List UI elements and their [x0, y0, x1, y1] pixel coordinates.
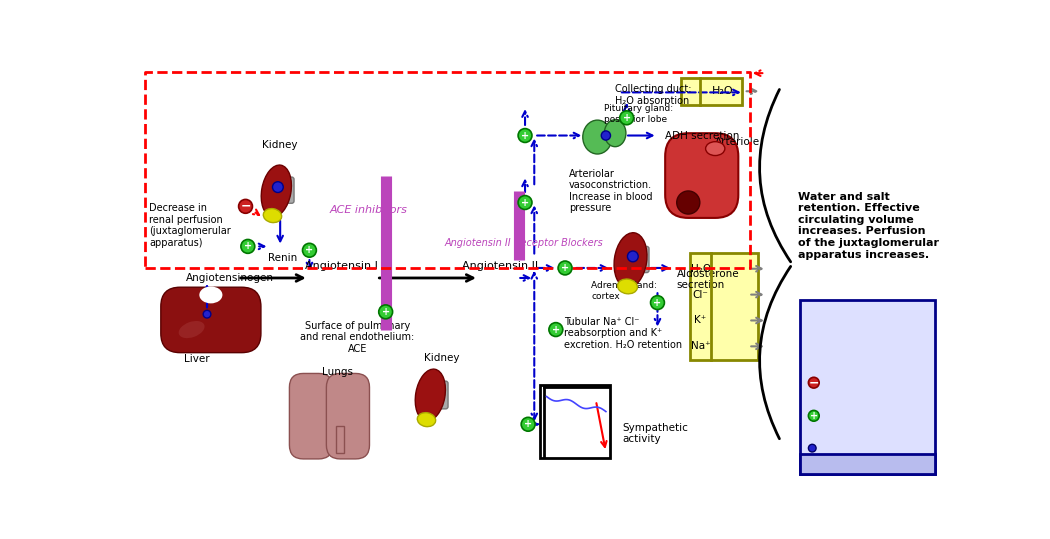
Circle shape [518, 129, 532, 142]
Text: Renin: Renin [268, 253, 297, 263]
Ellipse shape [617, 279, 637, 294]
Text: +: + [244, 241, 252, 251]
Circle shape [518, 196, 532, 210]
Text: +: + [551, 324, 560, 335]
Circle shape [808, 377, 819, 388]
FancyBboxPatch shape [161, 287, 260, 353]
Text: Sympathetic
activity: Sympathetic activity [623, 423, 689, 444]
Ellipse shape [200, 286, 223, 303]
Text: Surface of pulmonary
and renal endothelium:
ACE: Surface of pulmonary and renal endotheli… [300, 321, 415, 354]
Text: +: + [306, 245, 314, 255]
Text: +: + [561, 263, 569, 273]
Circle shape [549, 323, 563, 336]
Text: Adrenal gland:
cortex: Adrenal gland: cortex [591, 281, 657, 301]
FancyBboxPatch shape [690, 253, 758, 361]
Text: Pituitary gland:
posterior lobe: Pituitary gland: posterior lobe [604, 104, 673, 123]
Circle shape [240, 239, 255, 253]
Text: Cl⁻: Cl⁻ [693, 289, 709, 300]
Text: +: + [521, 130, 529, 141]
Text: Na⁺: Na⁺ [691, 341, 711, 351]
Circle shape [628, 251, 638, 262]
Circle shape [238, 199, 252, 213]
Circle shape [273, 182, 284, 192]
Ellipse shape [264, 209, 281, 223]
Text: +: + [653, 298, 662, 308]
FancyBboxPatch shape [639, 246, 649, 273]
Text: H₂O: H₂O [712, 86, 734, 96]
Circle shape [651, 296, 665, 309]
Text: +: + [381, 307, 390, 317]
Text: Stimulatory
signal: Stimulatory signal [846, 408, 903, 430]
Text: −: − [808, 376, 819, 389]
Ellipse shape [417, 413, 436, 427]
Text: Kidney: Kidney [262, 140, 298, 150]
Text: Arteriolar
vasoconstriction.
Increase in blood
pressure: Arteriolar vasoconstriction. Increase in… [569, 169, 652, 213]
FancyBboxPatch shape [666, 133, 738, 218]
FancyBboxPatch shape [327, 374, 370, 459]
FancyBboxPatch shape [800, 454, 934, 474]
Circle shape [602, 131, 610, 140]
Ellipse shape [706, 142, 724, 156]
Circle shape [521, 417, 536, 431]
Ellipse shape [178, 321, 205, 338]
FancyBboxPatch shape [437, 381, 448, 409]
Text: Aldosterone
secretion: Aldosterone secretion [677, 269, 739, 291]
Text: Liver: Liver [184, 354, 210, 364]
Circle shape [620, 111, 633, 125]
Text: Lungs: Lungs [322, 367, 354, 377]
Ellipse shape [261, 165, 292, 217]
Text: Angiotensin II: Angiotensin II [462, 261, 538, 271]
Ellipse shape [605, 120, 626, 147]
FancyBboxPatch shape [284, 177, 294, 203]
Bar [541, 385, 610, 458]
Text: Water and salt
retention. Effective
circulating volume
increases. Perfusion
of t: Water and salt retention. Effective circ… [798, 191, 939, 260]
Text: Inhibitory signal: Inhibitory signal [846, 381, 925, 391]
Text: Angiotensinogen: Angiotensinogen [186, 273, 274, 283]
Text: Active transport: Active transport [846, 335, 925, 345]
Text: Secretion from
an organ: Secretion from an organ [846, 440, 918, 462]
Text: +: + [524, 419, 532, 429]
Ellipse shape [614, 233, 647, 288]
Text: +: + [521, 197, 529, 208]
FancyBboxPatch shape [800, 300, 934, 474]
Circle shape [302, 243, 316, 257]
FancyBboxPatch shape [290, 374, 333, 459]
Text: Arteriole: Arteriole [715, 137, 760, 148]
Text: +: + [623, 113, 631, 123]
Circle shape [204, 310, 211, 318]
Text: Legend: Legend [841, 458, 894, 471]
Circle shape [379, 305, 393, 319]
Circle shape [559, 261, 572, 275]
Text: Tubular Na⁺ Cl⁻
reabsorption and K⁺
excretion. H₂O retention: Tubular Na⁺ Cl⁻ reabsorption and K⁺ excr… [564, 317, 681, 350]
Ellipse shape [583, 120, 612, 154]
Text: H₂O: H₂O [691, 264, 711, 274]
Text: ACE inhibitors: ACE inhibitors [330, 205, 407, 215]
Text: Passive transport: Passive transport [846, 315, 931, 326]
Bar [336, 426, 344, 453]
Text: Collecting duct:
H₂O absorption: Collecting duct: H₂O absorption [615, 84, 692, 106]
Text: Decrease in
renal perfusion
(juxtaglomerular
apparatus): Decrease in renal perfusion (juxtaglomer… [149, 203, 231, 248]
Text: © Aria Rad - 2006: © Aria Rad - 2006 [865, 464, 934, 473]
Circle shape [808, 444, 816, 452]
FancyBboxPatch shape [680, 78, 742, 105]
Text: −: − [240, 200, 251, 213]
Text: Reaction: Reaction [846, 355, 888, 364]
Text: ADH secretion: ADH secretion [666, 130, 739, 141]
Text: +: + [810, 411, 818, 421]
Circle shape [808, 410, 819, 421]
Circle shape [677, 191, 699, 214]
Text: Angiotensin II Receptor Blockers: Angiotensin II Receptor Blockers [445, 238, 604, 248]
Text: Kidney: Kidney [424, 353, 460, 363]
Ellipse shape [415, 369, 445, 421]
Text: Angiotensin I: Angiotensin I [306, 261, 378, 271]
Text: K⁺: K⁺ [694, 315, 707, 326]
